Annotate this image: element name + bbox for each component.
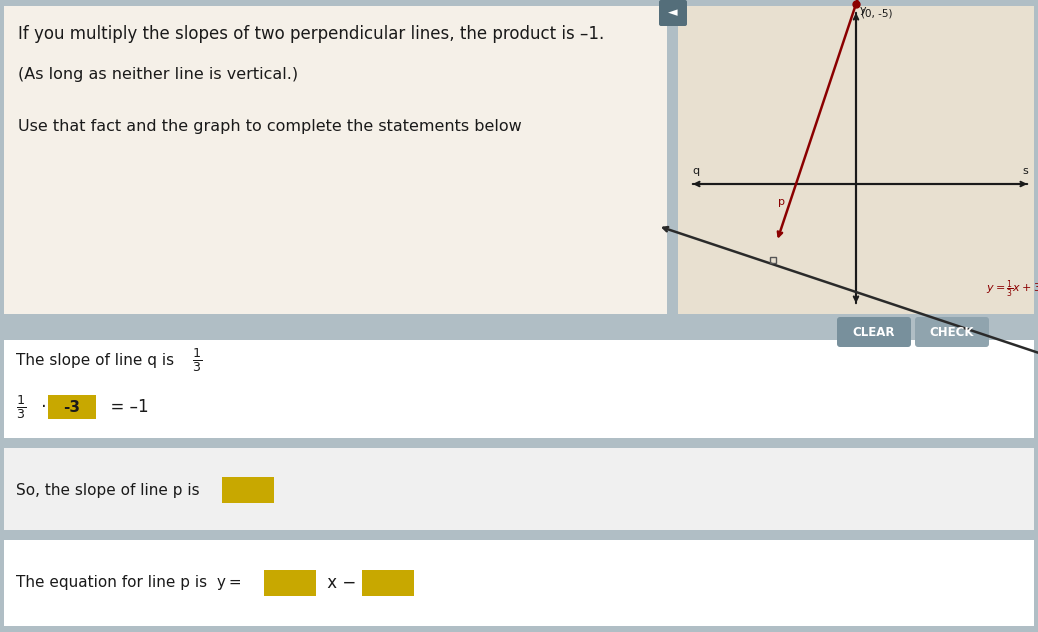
FancyBboxPatch shape <box>0 438 1038 448</box>
Text: p: p <box>777 197 785 207</box>
FancyBboxPatch shape <box>362 570 414 596</box>
FancyBboxPatch shape <box>4 340 1034 440</box>
FancyBboxPatch shape <box>48 395 95 419</box>
Text: CLEAR: CLEAR <box>853 325 895 339</box>
Text: The equation for line p is  y =: The equation for line p is y = <box>16 576 242 590</box>
Bar <box>769 257 775 263</box>
Text: (0, -5): (0, -5) <box>861 9 893 19</box>
Text: y: y <box>861 5 867 15</box>
Text: $\frac{1}{3}$: $\frac{1}{3}$ <box>192 346 202 374</box>
FancyBboxPatch shape <box>4 448 1034 532</box>
FancyBboxPatch shape <box>4 540 1034 626</box>
FancyBboxPatch shape <box>659 0 687 26</box>
Text: x −: x − <box>322 574 356 592</box>
FancyBboxPatch shape <box>264 570 316 596</box>
FancyBboxPatch shape <box>678 6 1034 314</box>
FancyBboxPatch shape <box>0 530 1038 540</box>
FancyBboxPatch shape <box>916 317 989 347</box>
Text: -3: -3 <box>63 399 81 415</box>
Text: $y=\frac{1}{3}x+3$: $y=\frac{1}{3}x+3$ <box>986 278 1038 300</box>
FancyBboxPatch shape <box>4 6 667 314</box>
Text: q: q <box>692 166 700 176</box>
Text: ◄: ◄ <box>668 6 678 20</box>
Text: $\frac{1}{3}$: $\frac{1}{3}$ <box>16 393 26 421</box>
FancyBboxPatch shape <box>0 314 1038 340</box>
Text: If you multiply the slopes of two perpendicular lines, the product is –1.: If you multiply the slopes of two perpen… <box>18 25 604 43</box>
FancyBboxPatch shape <box>222 477 274 503</box>
FancyBboxPatch shape <box>837 317 911 347</box>
Text: CHECK: CHECK <box>930 325 975 339</box>
Text: s: s <box>1022 166 1028 176</box>
Text: The slope of line q is: The slope of line q is <box>16 353 179 367</box>
Text: So, the slope of line p is: So, the slope of line p is <box>16 482 199 497</box>
Text: = –1: = –1 <box>100 398 148 416</box>
Text: Use that fact and the graph to complete the statements below: Use that fact and the graph to complete … <box>18 119 522 135</box>
Text: ·: · <box>36 398 47 416</box>
Text: (As long as neither line is vertical.): (As long as neither line is vertical.) <box>18 66 298 82</box>
